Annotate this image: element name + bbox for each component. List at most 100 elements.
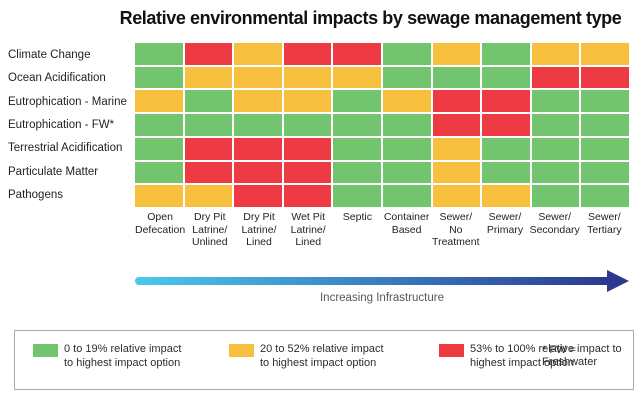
heatmap-cell-r4-c9 [531, 114, 580, 136]
column-label-10: Sewer/ Tertiary [587, 211, 622, 236]
heatmap-cell-r1-c8 [482, 43, 530, 65]
heatmap-cell-r5-c1 [135, 137, 183, 160]
column-label-8: Sewer/ Primary [486, 211, 524, 236]
heatmap-cell-r5-c3 [234, 137, 282, 160]
row-label-5: Terrestrial Acidification [8, 142, 123, 155]
heatmap-cell-r2-c8 [482, 66, 530, 89]
heatmap-cell-r3-c5 [333, 90, 381, 113]
row-label-6: Particulate Matter [8, 165, 99, 178]
heatmap-cell-r3-c10 [581, 90, 629, 113]
heatmap-cell-r6-c7 [432, 161, 481, 184]
heatmap-cell-r2-c2 [184, 66, 233, 89]
legend-swatch-yellow [229, 344, 254, 357]
column-label-2: Dry Pit Latrine/ Unlined [191, 211, 228, 248]
heatmap-cell-r7-c3 [234, 185, 282, 207]
heatmap-cell-r3-c4 [283, 90, 332, 113]
legend-item-red: 53% to 100% relative impact to highest i… [439, 343, 622, 370]
column-label-6: Container Based [383, 211, 430, 236]
legend-footnote: * FW = Freshwater [542, 344, 598, 368]
column-label-3: Dry Pit Latrine/ Lined [241, 211, 277, 248]
heatmap-cell-r3-c7 [432, 90, 481, 113]
legend-label-yellow: 20 to 52% relative impact to highest imp… [260, 343, 384, 369]
row-label-4: Eutrophication - FW* [8, 118, 115, 131]
heatmap-cell-r7-c6 [382, 185, 431, 207]
chart-title: Relative environmental impacts by sewage… [119, 8, 622, 28]
heatmap-cell-r5-c7 [432, 137, 481, 160]
heatmap-cell-r5-c2 [184, 137, 233, 160]
heatmap-cell-r1-c2 [184, 43, 233, 65]
heatmap-cell-r2-c4 [283, 66, 332, 89]
heatmap-cell-r7-c2 [184, 185, 233, 207]
heatmap-cell-r5-c10 [581, 137, 629, 160]
row-label-3: Eutrophication - Marine [8, 95, 127, 108]
heatmap-cell-r2-c10 [581, 66, 629, 89]
heatmap-cell-r7-c9 [531, 185, 580, 207]
heatmap-cell-r1-c9 [531, 43, 580, 65]
heatmap-cell-r2-c5 [333, 66, 381, 89]
heatmap-cell-r1-c6 [382, 43, 431, 65]
heatmap-cell-r4-c3 [234, 114, 282, 136]
heatmap-cell-r7-c8 [482, 185, 530, 207]
heatmap-cell-r4-c10 [581, 114, 629, 136]
heatmap-cell-r4-c6 [382, 114, 431, 136]
arrow-label: Increasing Infrastructure [319, 292, 444, 304]
heatmap-cell-r1-c7 [432, 43, 481, 65]
heatmap-cell-r1-c3 [234, 43, 282, 65]
legend-item-yellow: 20 to 52% relative impact to highest imp… [229, 343, 384, 370]
column-labels: Open Defecation Dry Pit Latrine/ Unlined D… [135, 211, 629, 249]
heatmap-cell-r6-c5 [333, 161, 381, 184]
heatmap-cell-r7-c7 [432, 185, 481, 207]
heatmap-cell-r3-c8 [482, 90, 530, 113]
heatmap-cell-r5-c9 [531, 137, 580, 160]
heatmap-cell-r4-c2 [184, 114, 233, 136]
heatmap-cell-r7-c10 [581, 185, 629, 207]
heatmap-grid [135, 43, 629, 207]
legend-box: * FW = Freshwater 0 to 19% relative impa… [14, 330, 634, 390]
heatmap-cell-r4-c5 [333, 114, 381, 136]
heatmap-cell-r7-c4 [283, 185, 332, 207]
column-label-7: Sewer/ No Treatment [432, 211, 480, 248]
increasing-infrastructure-arrow [135, 277, 608, 285]
heatmap-cell-r6-c6 [382, 161, 431, 184]
row-label-7: Pathogens [8, 189, 63, 202]
heatmap-cell-r5-c6 [382, 137, 431, 160]
heatmap-cell-r7-c5 [333, 185, 381, 207]
heatmap-cell-r6-c10 [581, 161, 629, 184]
heatmap-cell-r6-c1 [135, 161, 183, 184]
heatmap-cell-r3-c2 [184, 90, 233, 113]
heatmap-cell-r4-c8 [482, 114, 530, 136]
arrow-head-icon [607, 270, 629, 292]
heatmap-cell-r4-c7 [432, 114, 481, 136]
heatmap-cell-r6-c3 [234, 161, 282, 184]
heatmap-cell-r3-c1 [135, 90, 183, 113]
row-labels: Climate Change Ocean Acidification Eutroph… [8, 43, 134, 207]
heatmap-cell-r3-c6 [382, 90, 431, 113]
legend-label-green: 0 to 19% relative impact to highest impa… [64, 343, 182, 369]
heatmap-cell-r6-c4 [283, 161, 332, 184]
heatmap-cell-r5-c4 [283, 137, 332, 160]
heatmap-cell-r1-c4 [283, 43, 332, 65]
column-label-5: Septic [342, 211, 372, 223]
legend-label-red: 53% to 100% relative impact to highest i… [470, 343, 622, 369]
legend-swatch-red [439, 344, 464, 357]
heatmap-cell-r5-c8 [482, 137, 530, 160]
heatmap-cell-r2-c6 [382, 66, 431, 89]
column-label-9: Sewer/ Secondary [529, 211, 580, 236]
column-label-4: Wet Pit Latrine/ Lined [290, 211, 326, 248]
heatmap-cell-r4-c1 [135, 114, 183, 136]
heatmap-cell-r1-c1 [135, 43, 183, 65]
heatmap-cell-r6-c2 [184, 161, 233, 184]
legend-swatch-green [33, 344, 58, 357]
heatmap-cell-r2-c9 [531, 66, 580, 89]
heatmap-cell-r1-c5 [333, 43, 381, 65]
heatmap-cell-r5-c5 [333, 137, 381, 160]
row-label-1: Climate Change [8, 48, 91, 61]
heatmap-cell-r7-c1 [135, 185, 183, 207]
heatmap-cell-r3-c9 [531, 90, 580, 113]
row-label-2: Ocean Acidification [8, 72, 106, 85]
legend-item-green: 0 to 19% relative impact to highest impa… [33, 343, 181, 370]
heatmap-cell-r4-c4 [283, 114, 332, 136]
heatmap-cell-r6-c9 [531, 161, 580, 184]
column-label-1: Open Defecation [135, 211, 186, 236]
